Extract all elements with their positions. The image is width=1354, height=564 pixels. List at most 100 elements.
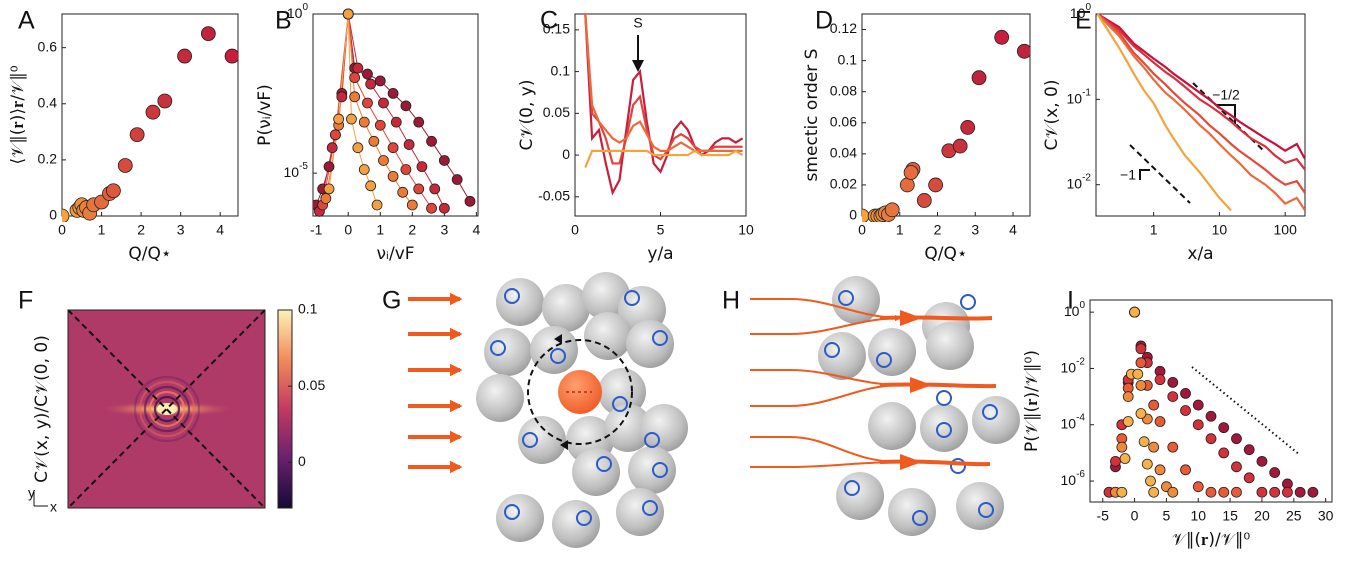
tick-label: 4 [472, 222, 480, 238]
tick-exponent: -5 [299, 161, 308, 172]
point [1133, 369, 1143, 379]
tick-label: 5 [1163, 508, 1171, 524]
tick-label: 0 [344, 222, 352, 238]
tick-exponent: 0 [1079, 300, 1085, 311]
tick-base: 10 [1070, 5, 1086, 21]
point [417, 162, 427, 172]
tick-exponent: -2 [1076, 356, 1085, 367]
series-line [1097, 14, 1305, 159]
tick-base: 10 [287, 5, 303, 21]
tick-base: 10 [1064, 303, 1080, 319]
panel-letter: A [18, 7, 35, 35]
tick-base: 10 [1067, 175, 1083, 191]
axis-label: 𝒱∥(𝐫)/𝒱∥⁰ [1172, 530, 1251, 550]
axis-label: C𝒱(x, 0) [1042, 80, 1062, 151]
point [366, 79, 376, 89]
point [427, 203, 437, 213]
point [1168, 487, 1178, 497]
point [401, 101, 411, 111]
point [324, 162, 334, 172]
point [178, 49, 192, 63]
point [1117, 442, 1127, 452]
tick-label: 100 [287, 2, 309, 21]
tick-label: 10-6 [1061, 469, 1086, 488]
series-line [326, 14, 413, 205]
point [158, 94, 172, 108]
tick-exponent: 0 [1085, 2, 1091, 13]
point [427, 136, 437, 146]
axis-label: Q/Q⋆ [128, 244, 171, 264]
tick-label: 0.1 [838, 51, 858, 67]
point [1193, 400, 1203, 410]
plot-area [585, 13, 742, 192]
tick-label: 10-4 [1061, 412, 1086, 431]
tick-label: 0 [58, 222, 66, 238]
point [330, 130, 340, 140]
tick-label: 0.12 [830, 20, 857, 36]
point [106, 184, 120, 198]
tick-label: 10-2 [1061, 356, 1086, 375]
axis-label: P(νᵢ/vF) [255, 84, 275, 146]
point [118, 159, 132, 173]
point [439, 203, 449, 213]
point [55, 209, 69, 223]
slope-label: −1/2 [1212, 87, 1240, 103]
point [1117, 487, 1127, 497]
heatmap-image [34, 310, 292, 508]
point [904, 165, 918, 179]
tick-exponent: 0 [302, 2, 308, 13]
tick-label: -0.05 [538, 188, 570, 204]
tick-label: 25 [1286, 508, 1302, 524]
point [372, 200, 382, 210]
point [404, 140, 414, 150]
point [388, 143, 398, 153]
point [1130, 307, 1140, 317]
axis-label: νᵢ/vF [376, 244, 414, 264]
tick-label: 1 [376, 222, 384, 238]
axis-label: P(𝒱∥(𝐫)/𝒱∥⁰) [1022, 350, 1042, 452]
point [388, 88, 398, 98]
tick-label: 1 [98, 222, 106, 238]
tick-label: 10-1 [1067, 87, 1092, 106]
axis-label: x/a [1187, 244, 1213, 264]
panel-letter: H [722, 287, 740, 315]
tick-label: 10 [1212, 222, 1228, 238]
tick-label: 1 [1150, 222, 1158, 238]
tick-base: 10 [1061, 472, 1077, 488]
point [917, 193, 931, 207]
tick-exponent: -1 [1082, 87, 1091, 98]
point [1155, 417, 1165, 427]
tick-label: -1 [310, 222, 323, 238]
point [225, 49, 239, 63]
annotation: S [633, 15, 642, 31]
point [407, 200, 417, 210]
panel-letter: F [18, 287, 33, 315]
point [1295, 487, 1305, 497]
point [350, 73, 360, 83]
point [1123, 392, 1133, 402]
tick-base: 10 [1067, 90, 1083, 106]
axis-label: C𝒱(x, y)/C𝒱(0, 0) [32, 335, 52, 483]
tick-exponent: -4 [1076, 412, 1085, 423]
tick-base: 10 [1061, 359, 1077, 375]
point [1181, 406, 1191, 416]
tick-label: 100 [1274, 222, 1298, 238]
tick-label: 0.04 [830, 145, 857, 161]
plot-area [55, 27, 239, 223]
figure: G H A0123400.20.40.6Q/Q⋆⟨𝒱∥(𝐫)⟩𝐫/𝒱∥⁰B-10… [0, 0, 1354, 564]
tick-label: 0.08 [830, 82, 857, 98]
point [1257, 456, 1267, 466]
tick-label: -5 [1097, 508, 1110, 524]
point [343, 9, 353, 19]
point [1155, 375, 1165, 385]
tick-label: 30 [1318, 508, 1334, 524]
point [321, 193, 331, 203]
tick-base: 10 [284, 164, 300, 180]
point [1219, 423, 1229, 433]
point [1136, 409, 1146, 419]
point [1136, 380, 1146, 390]
point [439, 155, 449, 165]
tick-label: 0.2 [38, 151, 58, 167]
point [401, 165, 411, 175]
plot-area [1104, 307, 1318, 497]
